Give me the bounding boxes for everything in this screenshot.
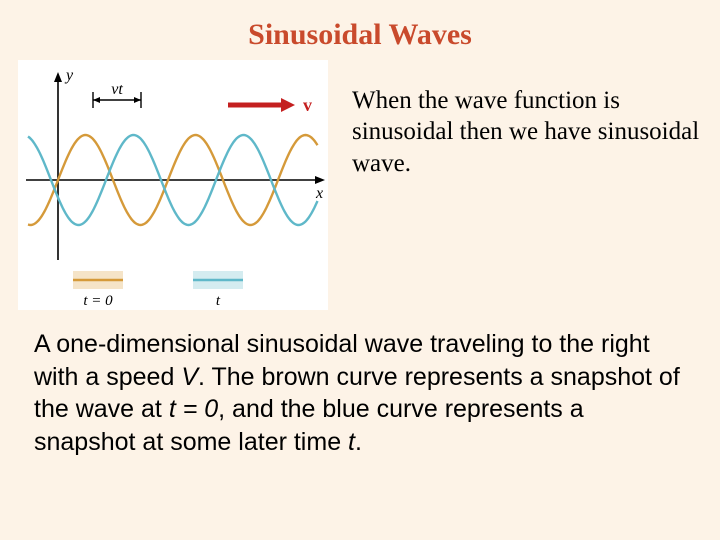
svg-text:v: v (303, 95, 312, 115)
side-paragraph: When the wave function is sinusoidal the… (328, 60, 708, 179)
svg-text:x: x (315, 185, 323, 202)
bottom-paragraph: A one-dimensional sinusoidal wave travel… (0, 310, 720, 458)
svg-text:y: y (64, 67, 74, 84)
top-row: y x vt v t = 0 t When the wave function is si… (0, 60, 720, 310)
page-title: Sinusoidal Waves (0, 0, 720, 60)
svg-text:vt: vt (111, 81, 123, 98)
svg-text:t: t (216, 293, 221, 309)
wave-diagram: y x vt v t = 0 t (18, 60, 328, 310)
svg-text:t = 0: t = 0 (83, 293, 113, 309)
